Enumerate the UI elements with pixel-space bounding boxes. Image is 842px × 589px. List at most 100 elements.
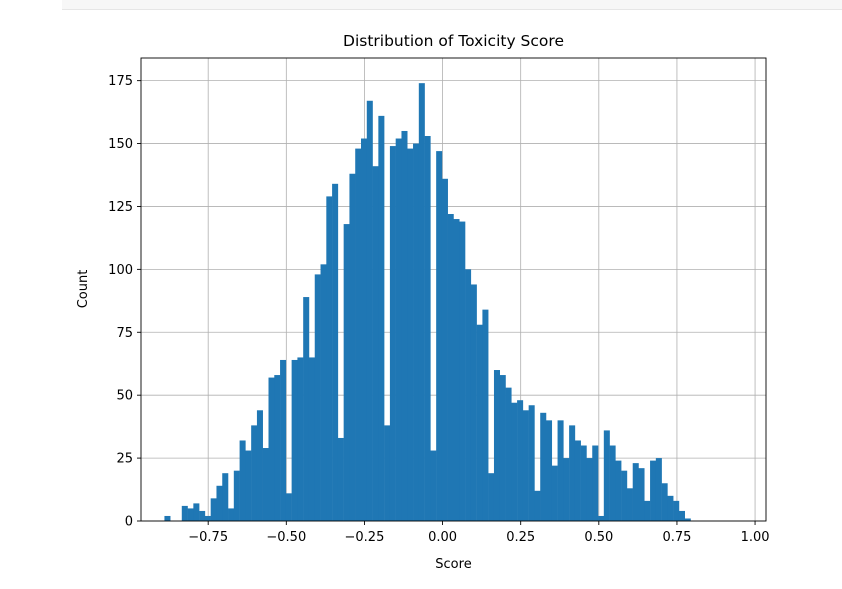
histogram-bar <box>395 138 402 522</box>
histogram-bar <box>621 470 628 521</box>
notebook-cell-strip <box>62 0 842 10</box>
histogram-bar <box>361 138 368 522</box>
histogram-bar <box>580 445 587 521</box>
histogram-bar <box>216 485 223 521</box>
histogram-bar <box>401 130 408 521</box>
histogram-bar <box>332 183 339 521</box>
x-tick-label: 0.25 <box>506 530 535 545</box>
histogram-bar <box>436 151 443 521</box>
histogram-bar <box>343 224 350 521</box>
histogram-bar <box>488 473 495 521</box>
histogram-bar <box>337 437 344 521</box>
histogram-bar <box>228 508 235 521</box>
histogram-bar <box>187 508 194 521</box>
histogram-bar <box>586 458 593 521</box>
histogram-bar <box>517 400 524 521</box>
histogram-bar <box>465 269 472 521</box>
histogram-bar <box>511 402 518 521</box>
histogram-bar <box>314 274 321 521</box>
histogram-bar <box>673 500 680 521</box>
histogram-bar <box>655 458 662 521</box>
histogram-bar <box>256 410 263 521</box>
histogram-bar <box>245 450 252 521</box>
histogram-bar <box>407 148 414 521</box>
x-tick-label: 1.00 <box>741 530 770 545</box>
histogram-bar <box>199 510 206 521</box>
histogram-bar <box>326 196 333 522</box>
histogram-bar <box>557 420 564 521</box>
histogram-bar <box>384 425 391 521</box>
histogram-bar <box>233 470 240 521</box>
histogram-bar <box>210 498 217 521</box>
histogram-bar <box>251 425 258 521</box>
y-axis-ticks: 0 25 50 75 100 125 150 175 <box>108 74 141 530</box>
histogram-bar <box>476 324 483 521</box>
histogram-bar <box>193 503 200 521</box>
histogram-bar <box>303 297 310 521</box>
histogram-bar <box>320 264 327 521</box>
histogram-bar <box>482 309 489 521</box>
x-tick-label: −0.75 <box>188 530 228 545</box>
histogram-bar <box>499 375 506 521</box>
histogram-bar <box>615 460 622 521</box>
histogram-bars <box>164 83 691 522</box>
histogram-bar <box>563 458 570 521</box>
y-tick-label: 75 <box>116 326 133 341</box>
histogram-bar <box>551 465 558 521</box>
histogram-bar <box>609 445 616 521</box>
histogram-bar <box>632 463 639 521</box>
histogram-bar <box>413 143 420 521</box>
histogram-bar <box>505 387 512 521</box>
histogram-bar <box>592 445 599 521</box>
x-tick-label: 0.00 <box>428 530 457 545</box>
histogram-bar <box>222 473 229 521</box>
plot-frame <box>140 57 767 522</box>
x-axis-label: Score <box>435 557 471 572</box>
histogram-bar <box>678 510 685 521</box>
histogram-bar <box>372 166 379 521</box>
chart-title: Distribution of Toxicity Score <box>343 32 564 50</box>
y-tick-label: 50 <box>116 389 133 404</box>
x-tick-label: −0.50 <box>266 530 306 545</box>
histogram-bar <box>308 357 315 521</box>
x-tick-label: 0.75 <box>662 530 691 545</box>
histogram-bar <box>349 173 356 521</box>
histogram-bar <box>181 505 188 521</box>
y-tick-label: 100 <box>108 263 133 278</box>
histogram-bar <box>389 146 396 521</box>
histogram-bar <box>626 488 633 521</box>
histogram-bar <box>540 412 547 521</box>
histogram-bar <box>522 410 529 521</box>
y-tick-label: 0 <box>125 515 133 530</box>
histogram-bar <box>661 483 668 521</box>
y-axis-label: Count <box>76 270 91 309</box>
histogram-bar <box>355 148 362 521</box>
histogram-bar <box>569 425 576 521</box>
histogram-bar <box>262 448 269 521</box>
histogram-bar <box>650 460 657 521</box>
histogram-bar <box>644 500 651 521</box>
histogram-bar <box>603 430 610 521</box>
histogram-bar <box>418 83 425 522</box>
histogram-bar <box>534 490 541 521</box>
y-tick-label: 25 <box>116 452 133 467</box>
histogram-bar <box>470 284 477 521</box>
histogram-bar <box>366 100 373 522</box>
histogram-bar <box>493 370 500 521</box>
histogram-bar <box>447 214 454 521</box>
histogram-bar <box>528 405 535 521</box>
y-tick-label: 125 <box>108 200 133 215</box>
histogram-bar <box>378 115 385 521</box>
histogram-bar <box>546 420 553 521</box>
histogram-bar <box>164 515 171 521</box>
histogram-bar <box>667 495 674 521</box>
histogram-bar <box>430 450 437 521</box>
histogram-bar <box>638 468 645 521</box>
y-tick-label: 175 <box>108 74 133 89</box>
histogram-bar <box>285 493 292 521</box>
histogram-bar <box>297 357 304 521</box>
histogram-bar <box>459 221 466 521</box>
histogram-bar <box>291 359 298 521</box>
histogram-bar <box>453 219 460 522</box>
